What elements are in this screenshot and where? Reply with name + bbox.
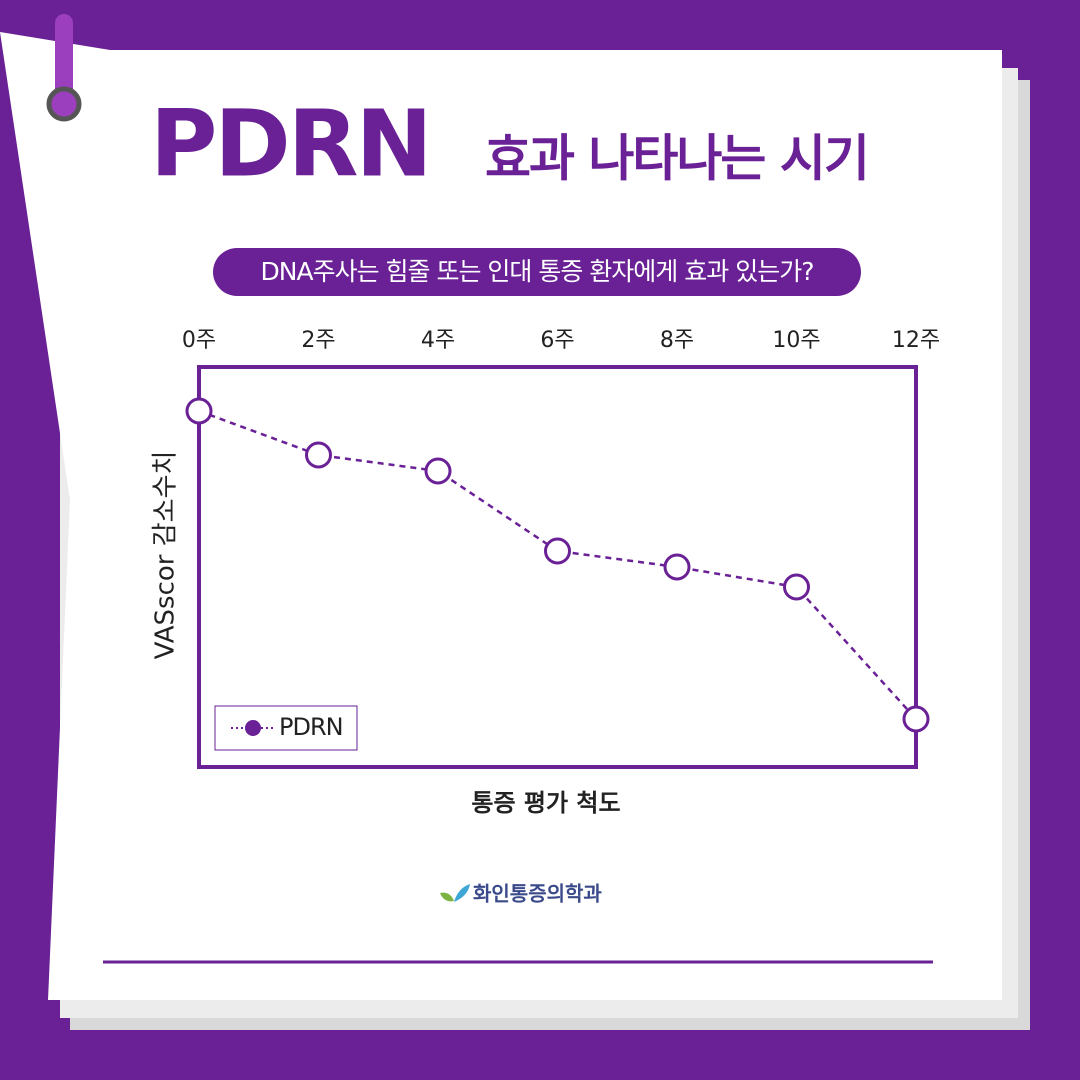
pin-bar — [55, 14, 73, 106]
data-point — [185, 397, 213, 425]
legend-label: PDRN — [279, 713, 343, 741]
x-axis-label: 통증 평가 척도 — [471, 789, 620, 817]
x-tick-label: 6주 — [540, 328, 574, 353]
data-point — [663, 553, 691, 581]
x-tick-label: 10주 — [772, 328, 820, 353]
data-point — [424, 457, 452, 485]
question: DNA주사는 힘줄 또는 인대 통증 환자에게 효과 있는가? — [261, 257, 814, 286]
legend-marker — [245, 720, 261, 736]
data-point — [305, 441, 332, 469]
data-point — [783, 573, 810, 601]
title-suffix: 효과 나타나는 시기 — [485, 130, 868, 188]
pin-head — [46, 86, 82, 122]
data-point — [544, 537, 571, 565]
x-tick-label: 8주 — [660, 328, 694, 353]
plot-frame — [197, 365, 918, 769]
x-tick-label: 12주 — [892, 328, 940, 353]
logo-text: 화인통증의학과 — [473, 882, 602, 906]
x-tick-label: 0주 — [182, 328, 216, 353]
data-point — [902, 705, 930, 733]
x-tick-label: 4주 — [421, 328, 455, 353]
question-pill — [213, 248, 861, 296]
y-axis-label: VASscor 감소수치 — [151, 451, 181, 660]
logo-leaf — [454, 884, 470, 902]
legend-box — [214, 705, 358, 751]
x-tick-label: 2주 — [301, 328, 335, 353]
title: PDRN — [150, 90, 430, 197]
logo-leaf — [440, 892, 454, 902]
